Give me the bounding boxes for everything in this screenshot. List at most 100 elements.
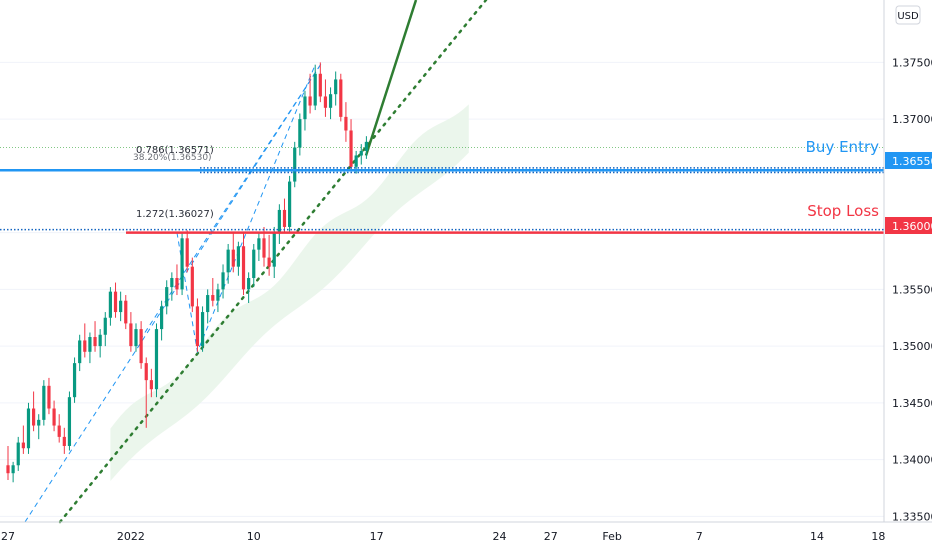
candle [42,380,46,426]
price-axis[interactable]: 1.37500 1.37000 1.35500 1.35000 1.34500 1.340… [892,56,932,523]
candle-body [257,238,261,250]
candle-body [154,329,159,390]
candle-body [113,291,118,313]
candle-body [185,238,189,267]
candle [134,323,138,352]
candle [139,321,143,369]
candle-body [26,408,31,449]
candle [93,321,97,352]
time-tick-label: 27 [544,530,558,543]
candle-body [241,246,246,290]
candle-body [175,278,179,290]
candle [103,312,107,347]
price-tick-label: 1.35500 [892,283,932,296]
candle [195,298,200,352]
candle [231,232,235,273]
stop-loss-label: Stop Loss [807,202,879,220]
candle [221,264,225,299]
candle [364,136,368,159]
candle [32,391,36,432]
candle-body [165,287,169,307]
currency-button[interactable]: USD [895,5,921,25]
candle-body [200,312,205,347]
candle [272,226,276,279]
candle-body [359,150,363,156]
candle [267,234,271,276]
candle-body [67,397,72,446]
buy-entry-price-tag: 1.36550 [885,152,932,169]
time-tick-label: 18 [871,530,885,543]
candle [67,391,72,451]
candle [149,368,153,398]
candle [241,232,246,296]
candle [236,241,240,276]
candle [257,232,261,261]
price-tick-label: 1.37500 [892,56,932,69]
price-tick-label: 1.34500 [892,397,932,410]
candle [16,436,20,471]
candle-body [108,291,112,318]
candle [328,87,333,120]
candle-body [272,232,276,267]
candle [185,230,189,273]
candle-body [364,141,368,151]
candle-body [247,278,251,290]
candle [108,287,112,326]
time-axis[interactable]: 27 2022 10 17 24 27 Feb 7 14 18 [1,530,885,543]
candle [98,329,102,358]
candle-body [129,323,133,347]
candle-body [11,465,15,474]
candle-body [37,419,41,426]
candle-body [344,116,348,131]
candle-body [180,238,184,290]
candle [200,306,205,352]
candle-body [334,79,338,95]
candle-body [308,96,312,106]
candle [83,323,87,358]
ichimoku-cloud [110,104,469,481]
candle [78,334,82,372]
candle [57,414,61,443]
candle-body [277,209,281,233]
candle-body [16,442,20,466]
candle [47,377,51,415]
candle [37,414,41,440]
candle [216,283,220,313]
candle [129,312,133,352]
fib-label-1272: 1.272(1.36027) [136,209,214,220]
candle-body [160,306,164,330]
candle [170,272,174,301]
candle [277,204,281,244]
candle-body [149,380,153,390]
candle-body [88,337,92,352]
candle [288,175,292,233]
candle-body [282,209,287,227]
candle-body [124,300,128,324]
candle-body [252,249,256,279]
candle [119,291,123,322]
candle [247,272,251,303]
candle [160,300,164,341]
price-levels [0,167,884,234]
candle-body [78,340,82,364]
candle-body [134,329,138,347]
candle-body [313,73,317,106]
candle-body [170,278,174,288]
candle [165,280,169,315]
candle-body [93,337,97,347]
price-tick-label: 1.37000 [892,113,932,126]
candle [308,73,312,114]
candle [144,357,148,428]
candle [293,141,297,188]
candle-body [52,408,56,426]
candle-body [293,147,297,182]
candle [62,427,66,454]
candle [339,73,343,122]
time-tick-label: Feb [602,530,621,543]
candle [52,400,56,432]
candlesticks [6,62,368,483]
stop-loss-price-tag: 1.36000 [885,217,932,234]
candle [318,62,322,103]
candle [180,232,184,296]
